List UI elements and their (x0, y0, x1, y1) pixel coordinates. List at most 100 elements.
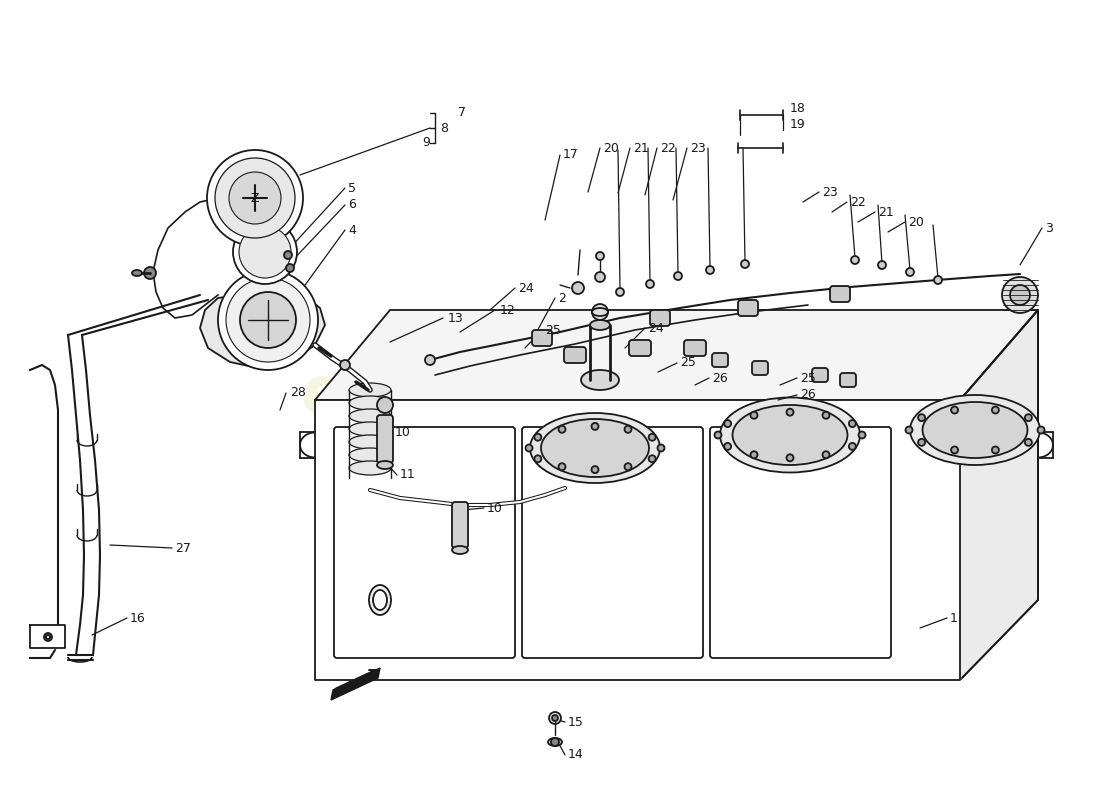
FancyBboxPatch shape (650, 310, 670, 326)
Circle shape (658, 445, 664, 451)
Circle shape (535, 434, 541, 441)
Circle shape (592, 304, 608, 320)
Ellipse shape (368, 585, 390, 615)
Circle shape (559, 426, 565, 433)
Circle shape (715, 431, 722, 438)
Text: 14: 14 (568, 749, 584, 762)
Text: 13: 13 (448, 311, 464, 325)
Circle shape (952, 406, 958, 414)
Circle shape (616, 288, 624, 296)
Ellipse shape (592, 308, 608, 316)
Ellipse shape (910, 395, 1040, 465)
FancyBboxPatch shape (452, 502, 468, 548)
Text: 15: 15 (568, 715, 584, 729)
Circle shape (226, 278, 310, 362)
Circle shape (724, 420, 732, 427)
Circle shape (286, 264, 294, 272)
Circle shape (750, 412, 758, 418)
Text: 5: 5 (348, 182, 356, 194)
Circle shape (44, 633, 52, 641)
Circle shape (233, 220, 297, 284)
FancyBboxPatch shape (629, 340, 651, 356)
Circle shape (786, 454, 793, 462)
FancyBboxPatch shape (712, 353, 728, 367)
Circle shape (706, 266, 714, 274)
Ellipse shape (590, 320, 610, 330)
Ellipse shape (733, 405, 847, 465)
Polygon shape (331, 668, 379, 700)
FancyBboxPatch shape (752, 361, 768, 375)
Text: Z: Z (251, 191, 260, 205)
Circle shape (724, 443, 732, 450)
Circle shape (674, 272, 682, 280)
Text: 23: 23 (822, 186, 838, 198)
Circle shape (144, 267, 156, 279)
Ellipse shape (548, 738, 562, 746)
FancyBboxPatch shape (522, 427, 703, 658)
Text: 20: 20 (908, 215, 924, 229)
Circle shape (1025, 439, 1032, 446)
Circle shape (823, 412, 829, 418)
Circle shape (649, 434, 656, 441)
Ellipse shape (349, 422, 390, 436)
Circle shape (229, 172, 280, 224)
Circle shape (1025, 414, 1032, 421)
Circle shape (207, 150, 302, 246)
Circle shape (952, 446, 958, 454)
Circle shape (851, 256, 859, 264)
Text: 1: 1 (950, 611, 958, 625)
Text: 26: 26 (800, 389, 816, 402)
Circle shape (741, 260, 749, 268)
Text: 24: 24 (648, 322, 663, 334)
Circle shape (425, 355, 435, 365)
Ellipse shape (452, 546, 468, 554)
Text: 11: 11 (400, 469, 416, 482)
Text: 22: 22 (660, 142, 675, 154)
Circle shape (649, 455, 656, 462)
Ellipse shape (349, 435, 390, 449)
Circle shape (918, 439, 925, 446)
Text: 8: 8 (440, 122, 448, 134)
Circle shape (934, 276, 942, 284)
Circle shape (559, 463, 565, 470)
Text: 28: 28 (290, 386, 306, 399)
Polygon shape (960, 310, 1038, 680)
Ellipse shape (581, 370, 619, 390)
Ellipse shape (349, 448, 390, 462)
FancyBboxPatch shape (334, 427, 515, 658)
Circle shape (1002, 277, 1038, 313)
Text: 6: 6 (348, 198, 356, 211)
Text: 3: 3 (1045, 222, 1053, 234)
Circle shape (905, 426, 913, 434)
Circle shape (992, 406, 999, 414)
Polygon shape (315, 310, 1038, 400)
Circle shape (596, 252, 604, 260)
Circle shape (218, 270, 318, 370)
Text: 16: 16 (130, 611, 145, 625)
Ellipse shape (720, 398, 860, 473)
Circle shape (625, 463, 631, 470)
Polygon shape (960, 310, 1038, 680)
Ellipse shape (541, 419, 649, 477)
Text: 21: 21 (878, 206, 893, 218)
Circle shape (625, 426, 631, 433)
Circle shape (592, 423, 598, 430)
Circle shape (992, 446, 999, 454)
Circle shape (849, 420, 856, 427)
Text: 21: 21 (632, 142, 649, 154)
Text: 7: 7 (458, 106, 466, 119)
Circle shape (239, 226, 292, 278)
Circle shape (595, 272, 605, 282)
Circle shape (1010, 285, 1030, 305)
FancyBboxPatch shape (532, 330, 552, 346)
Text: 2: 2 (558, 291, 565, 305)
Text: 17: 17 (563, 149, 579, 162)
FancyBboxPatch shape (812, 368, 828, 382)
Ellipse shape (349, 383, 390, 397)
Circle shape (646, 280, 654, 288)
Circle shape (535, 455, 541, 462)
Circle shape (340, 360, 350, 370)
Circle shape (878, 261, 886, 269)
FancyBboxPatch shape (710, 427, 891, 658)
Text: 20: 20 (603, 142, 619, 154)
